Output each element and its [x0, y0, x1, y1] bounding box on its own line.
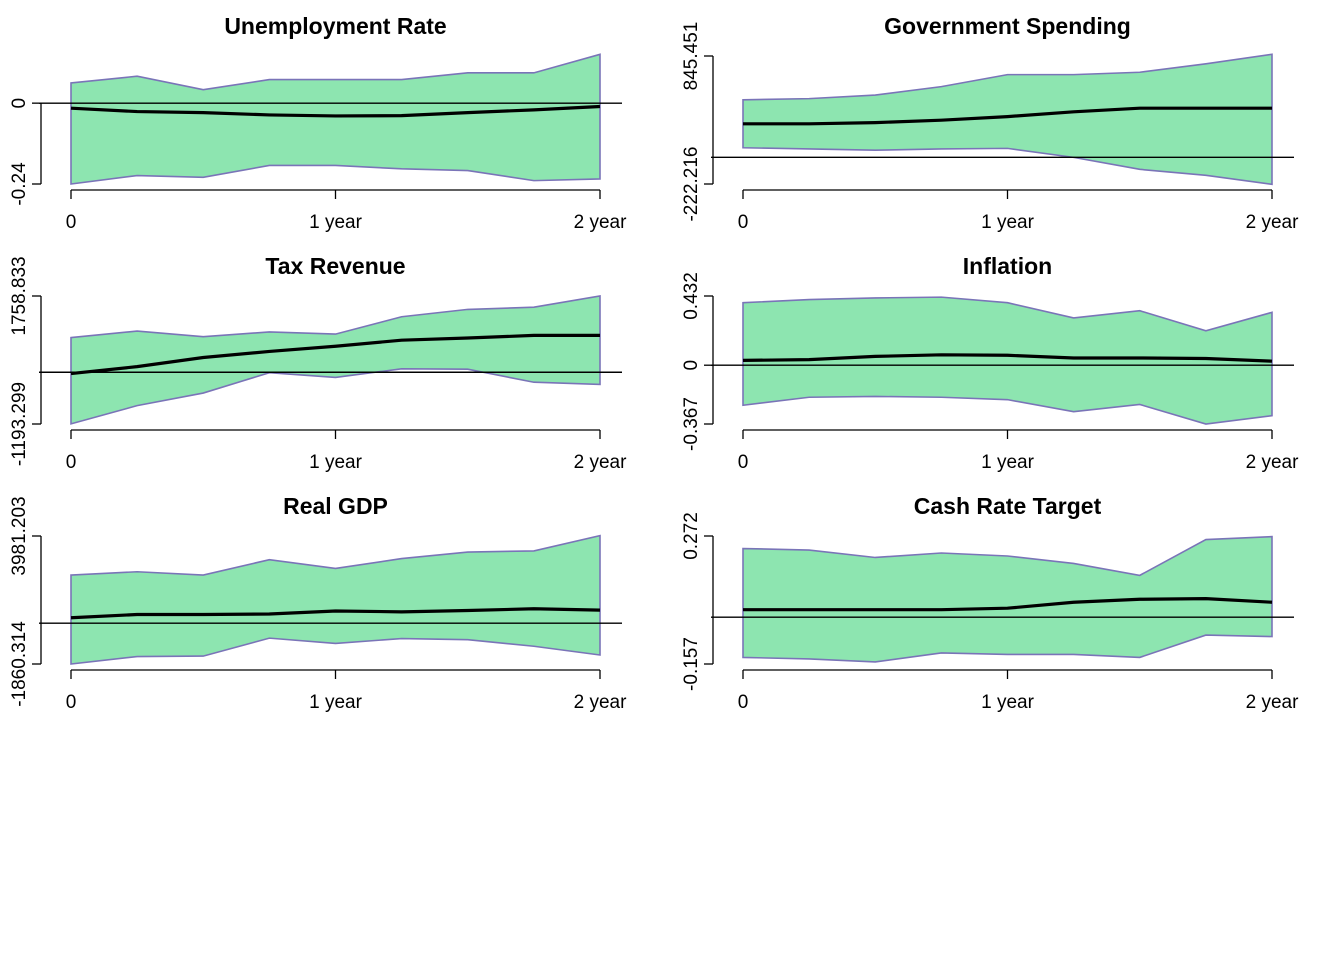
inflation-title: Inflation — [963, 253, 1052, 279]
tax-revenue-median-line — [70, 333, 600, 376]
cash-rate-target-panel: Cash Rate Target -0.157 0.272 0 1 year 2 year — [681, 493, 1299, 713]
inflation-y-tick-label: -0.367 — [681, 397, 702, 451]
unemployment-rate-x-tick-label: 1 year — [309, 212, 362, 233]
inflation-y-tick-label: 0 — [681, 360, 702, 371]
cash-rate-target-median-line — [743, 597, 1273, 612]
real-gdp-y-tick-label: -1860.314 — [9, 621, 30, 707]
cash-rate-target-title: Cash Rate Target — [914, 493, 1102, 519]
inflation-x-tick-label: 1 year — [981, 452, 1034, 473]
government-spending-confidence-band — [742, 53, 1273, 186]
government-spending-panel: Government Spending -222.216 845.451 0 1 yea… — [681, 13, 1299, 233]
cash-rate-target-x-tick-label: 0 — [738, 692, 749, 713]
government-spending-title: Government Spending — [884, 13, 1131, 39]
government-spending-x-tick-label: 0 — [738, 212, 749, 233]
government-spending-x-tick-label: 2 year — [1246, 212, 1299, 233]
government-spending-x-tick-label: 1 year — [981, 212, 1034, 233]
inflation-median-line — [742, 353, 1273, 363]
tax-revenue-title: Tax Revenue — [265, 253, 405, 279]
cash-rate-target-y-tick-label: 0.272 — [681, 512, 702, 560]
tax-revenue-x-tick-label: 2 year — [574, 452, 627, 473]
real-gdp-confidence-band — [70, 534, 601, 665]
tax-revenue-confidence-band — [70, 295, 601, 425]
cash-rate-target-x-tick-label: 2 year — [1246, 692, 1299, 713]
unemployment-rate-median-line — [70, 104, 601, 118]
unemployment-rate-confidence-band — [70, 53, 601, 185]
real-gdp-title: Real GDP — [283, 493, 388, 519]
real-gdp-x-tick-label: 2 year — [574, 692, 627, 713]
cash-rate-target-confidence-band — [742, 535, 1273, 663]
government-spending-median-line — [743, 106, 1272, 126]
unemployment-rate-title: Unemployment Rate — [224, 13, 446, 39]
real-gdp-x-tick-label: 0 — [66, 692, 77, 713]
tax-revenue-x-tick-label: 1 year — [309, 452, 362, 473]
unemployment-rate-y-tick-label: 0 — [9, 98, 30, 109]
tax-revenue-y-tick-label: -1193.299 — [9, 382, 30, 466]
cash-rate-target-x-tick-label: 1 year — [981, 692, 1034, 713]
unemployment-rate-y-tick-label: -0.24 — [9, 162, 30, 206]
unemployment-rate-x-tick-label: 2 year — [574, 212, 627, 233]
real-gdp-x-tick-label: 1 year — [309, 692, 362, 713]
inflation-y-tick-label: 0.432 — [681, 272, 702, 320]
tax-revenue-x-tick-label: 0 — [66, 452, 77, 473]
inflation-x-tick-label: 0 — [738, 452, 749, 473]
inflation-confidence-band — [742, 296, 1273, 425]
inflation-x-tick-label: 2 year — [1246, 452, 1299, 473]
government-spending-y-tick-label: 845.451 — [681, 22, 702, 91]
real-gdp-y-tick-label: 3981.203 — [9, 496, 30, 575]
real-gdp-panel: Real GDP -1860.314 3981.203 0 1 year 2 year — [9, 493, 627, 713]
tax-revenue-y-tick-label: 1758.833 — [9, 256, 30, 335]
government-spending-y-tick-label: -222.216 — [681, 146, 702, 221]
cash-rate-target-y-tick-label: -0.157 — [681, 637, 702, 691]
inflation-panel: Inflation -0.367 0 0.432 0 1 year 2 year — [681, 253, 1299, 473]
tax-revenue-panel: Tax Revenue -1193.299 1758.833 0 1 year 2 yea… — [9, 253, 627, 473]
real-gdp-median-line — [70, 607, 601, 620]
unemployment-rate-x-tick-label: 0 — [66, 212, 77, 233]
unemployment-rate-panel: Unemployment Rate -0.24 0 0 1 year 2 year — [9, 13, 627, 233]
